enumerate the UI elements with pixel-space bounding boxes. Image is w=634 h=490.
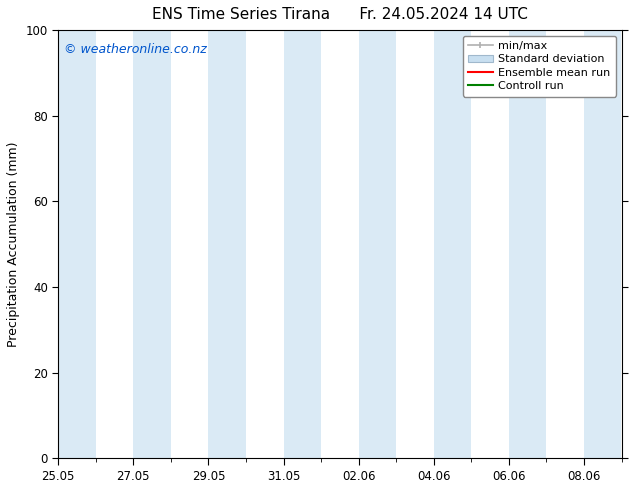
Bar [359,30,396,458]
Bar [434,30,471,458]
Bar [209,30,246,458]
Text: © weatheronline.co.nz: © weatheronline.co.nz [64,43,207,56]
Bar [509,30,547,458]
Legend: min/max, Standard deviation, Ensemble mean run, Controll run: min/max, Standard deviation, Ensemble me… [463,36,616,97]
Y-axis label: Precipitation Accumulation (mm): Precipitation Accumulation (mm) [7,142,20,347]
Bar [133,30,171,458]
Bar [283,30,321,458]
Bar [58,30,96,458]
Title: ENS Time Series Tirana      Fr. 24.05.2024 14 UTC: ENS Time Series Tirana Fr. 24.05.2024 14… [152,7,527,22]
Bar [584,30,621,458]
